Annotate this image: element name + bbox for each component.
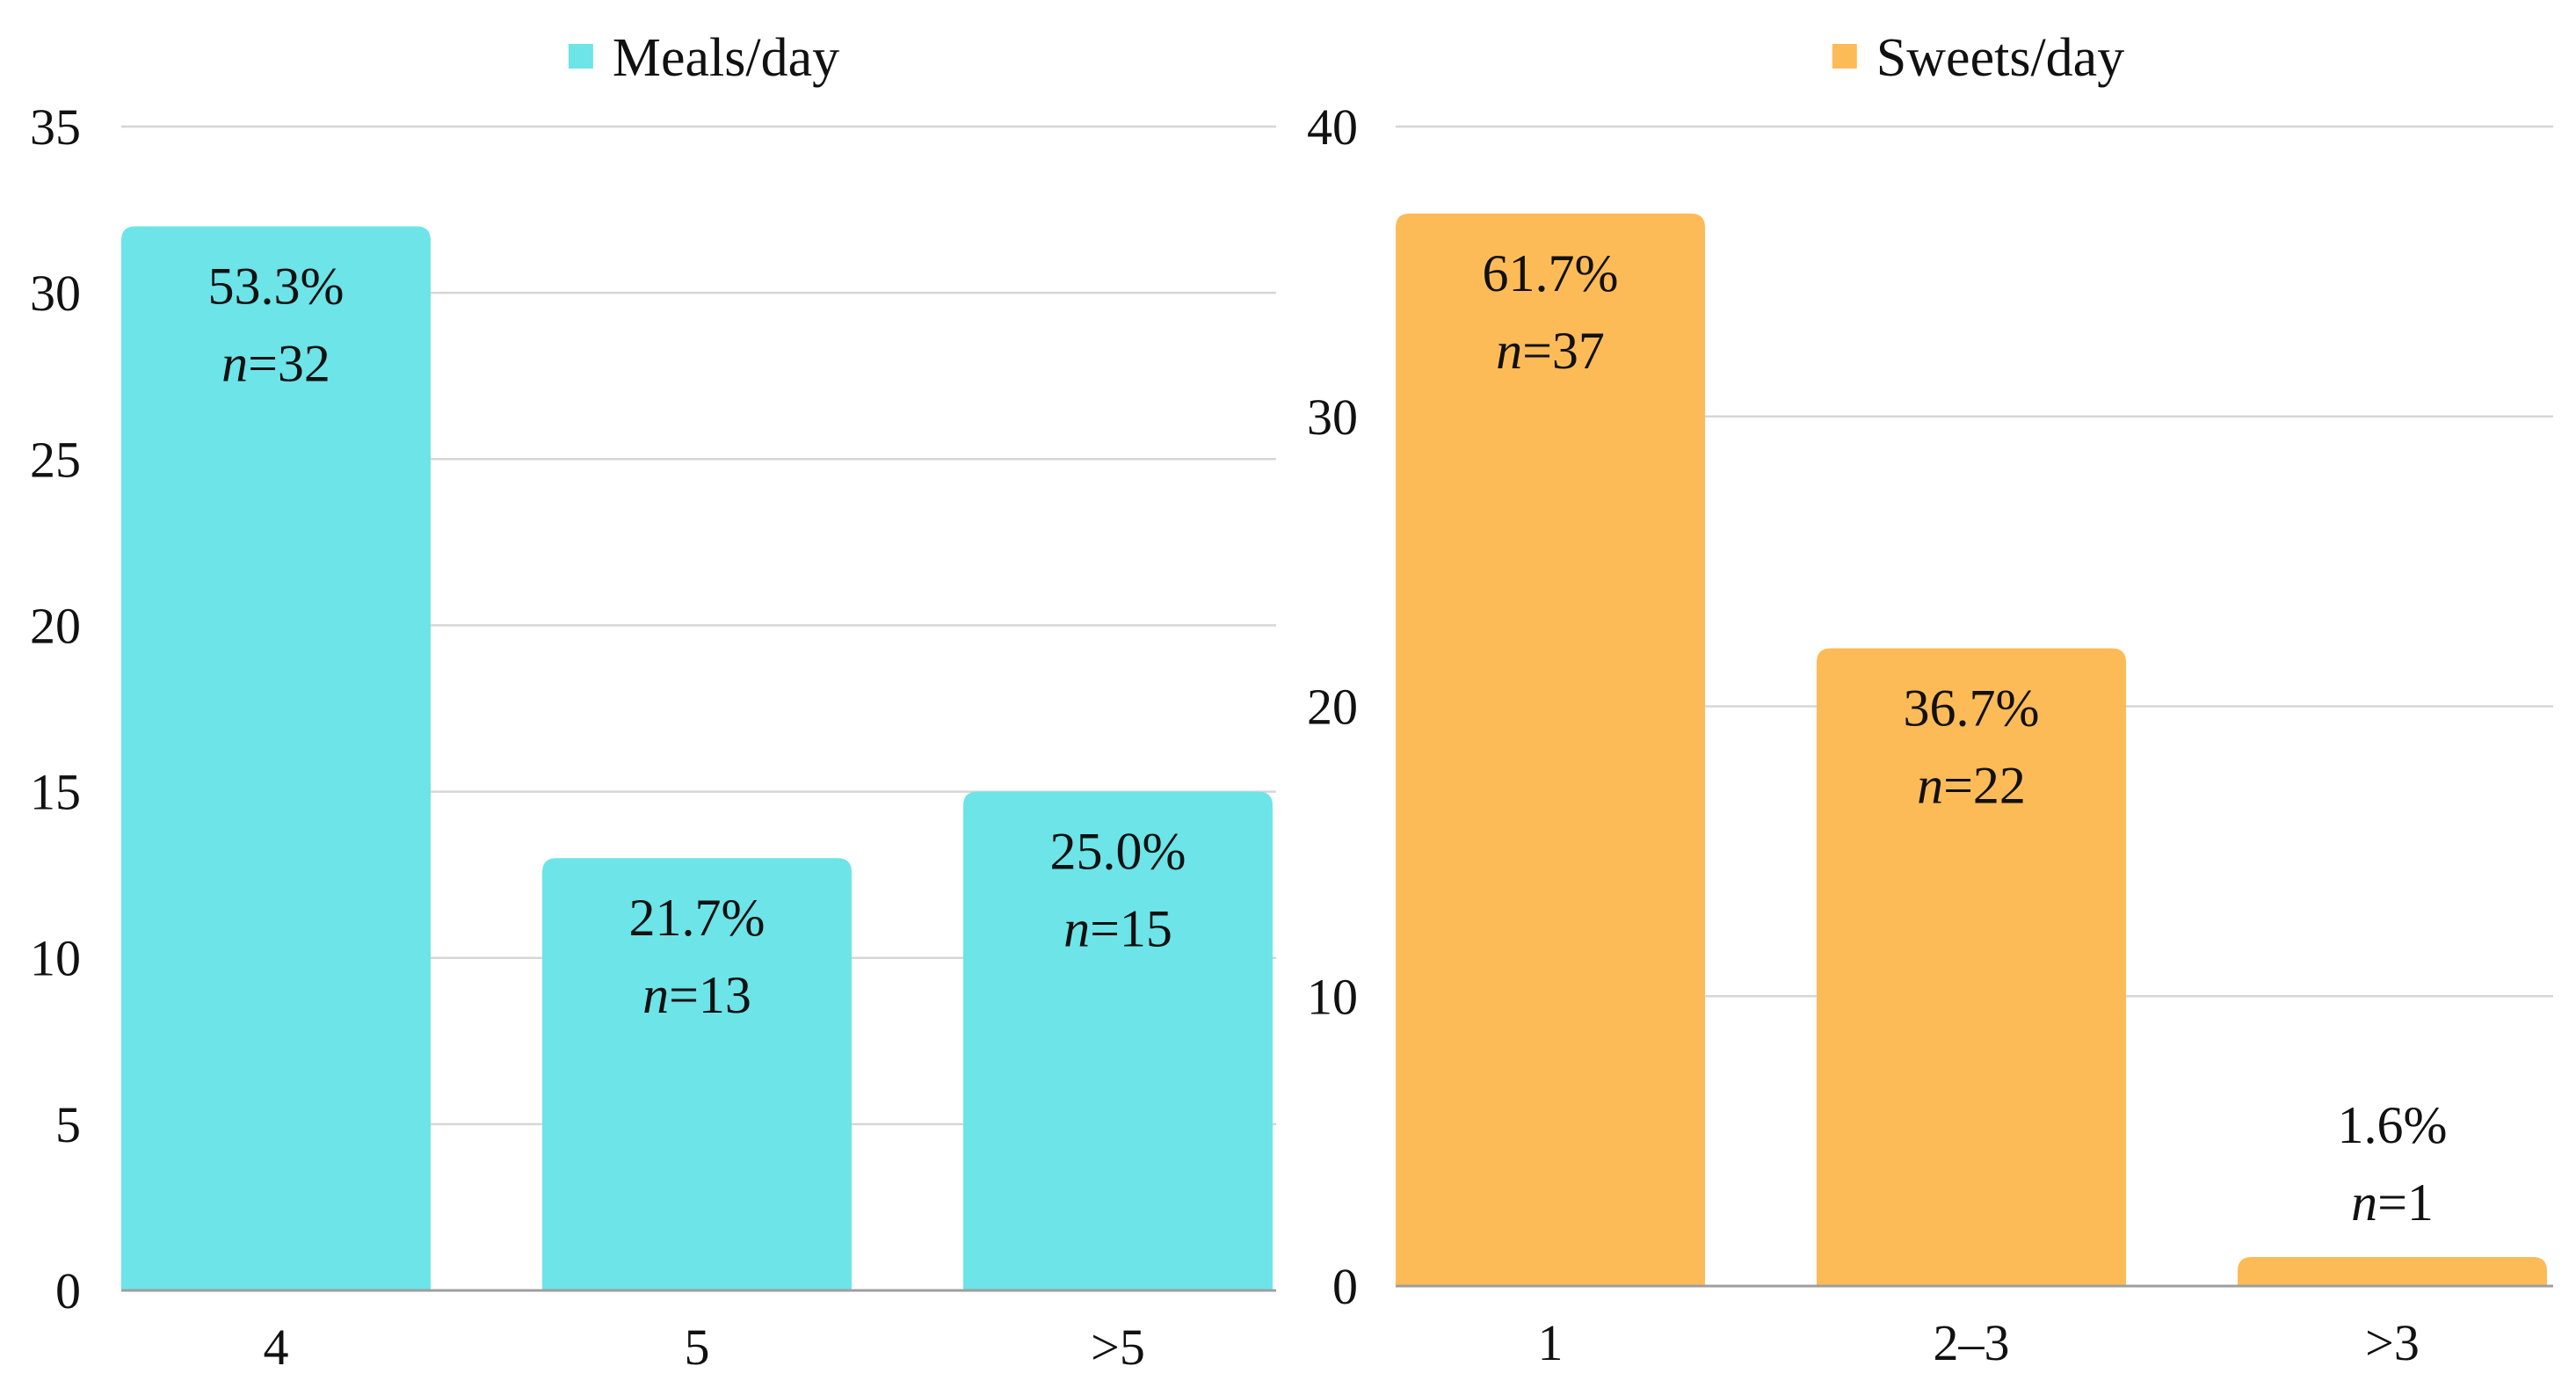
x-tick-label: 5 (685, 1319, 710, 1376)
y-tick-label: 5 (55, 1096, 81, 1153)
y-tick-label: 10 (1307, 968, 1358, 1025)
data-label-percent: 36.7% (1904, 679, 2040, 738)
count-variable: n (1917, 757, 1943, 815)
legend-label: Meals/day (613, 28, 839, 88)
y-tick-label: 15 (30, 764, 81, 821)
data-label-count: n=32 (221, 334, 330, 392)
y-tick-label: 35 (30, 98, 81, 156)
count-value: =37 (1522, 322, 1605, 380)
data-label-count: n=13 (642, 966, 751, 1024)
legend: Sweets/day (1832, 28, 2124, 88)
meals-per-day-chart: 0510152025303553.3%n=32421.7%n=13525.0%n… (30, 28, 1276, 1376)
y-tick-label: 25 (30, 431, 81, 488)
data-label-percent: 25.0% (1050, 823, 1186, 881)
x-tick-label: 1 (1538, 1314, 1564, 1371)
count-variable: n (1063, 900, 1090, 958)
data-label-percent: 21.7% (629, 889, 766, 947)
bar-gt5 (963, 791, 1273, 1290)
x-tick-label: >5 (1091, 1319, 1145, 1376)
y-tick-label: 30 (1307, 389, 1358, 446)
data-label-percent: 61.7% (1483, 244, 1619, 302)
sweets-per-day-chart: 01020304061.7%n=37136.7%n=222–31.6%n=1>3… (1307, 28, 2553, 1371)
data-label-percent: 1.6% (2338, 1096, 2448, 1154)
bar-5 (542, 858, 852, 1290)
x-tick-label: 2–3 (1934, 1314, 2010, 1371)
x-tick-label: 4 (264, 1319, 289, 1376)
y-tick-label: 40 (1307, 98, 1358, 156)
x-tick-label: >3 (2365, 1314, 2420, 1371)
count-value: =32 (248, 334, 330, 392)
bar-1 (1396, 213, 1705, 1286)
bar-gt3 (2238, 1257, 2547, 1286)
legend-swatch (1832, 44, 1857, 69)
data-label-count: n=15 (1063, 900, 1172, 958)
count-variable: n (221, 334, 248, 392)
legend: Meals/day (568, 28, 839, 88)
count-value: =1 (2377, 1174, 2434, 1232)
data-label-count: n=1 (2351, 1174, 2434, 1232)
legend-swatch (568, 44, 593, 69)
y-tick-label: 0 (1332, 1258, 1358, 1315)
y-tick-label: 10 (30, 930, 81, 987)
y-tick-label: 0 (55, 1262, 81, 1319)
bar-2-3 (1817, 648, 2126, 1286)
count-variable: n (1496, 322, 1522, 380)
data-label-count: n=22 (1917, 757, 2026, 815)
count-value: =15 (1090, 900, 1172, 958)
legend-label: Sweets/day (1876, 28, 2124, 88)
data-label-percent: 53.3% (208, 257, 345, 315)
count-value: =13 (669, 966, 751, 1024)
bar-4 (121, 226, 431, 1290)
count-value: =22 (1943, 757, 2026, 815)
y-tick-label: 20 (1307, 679, 1358, 736)
y-tick-label: 20 (30, 597, 81, 654)
data-label-count: n=37 (1496, 322, 1605, 380)
count-variable: n (2351, 1174, 2377, 1232)
count-variable: n (642, 966, 669, 1024)
y-tick-label: 30 (30, 265, 81, 322)
